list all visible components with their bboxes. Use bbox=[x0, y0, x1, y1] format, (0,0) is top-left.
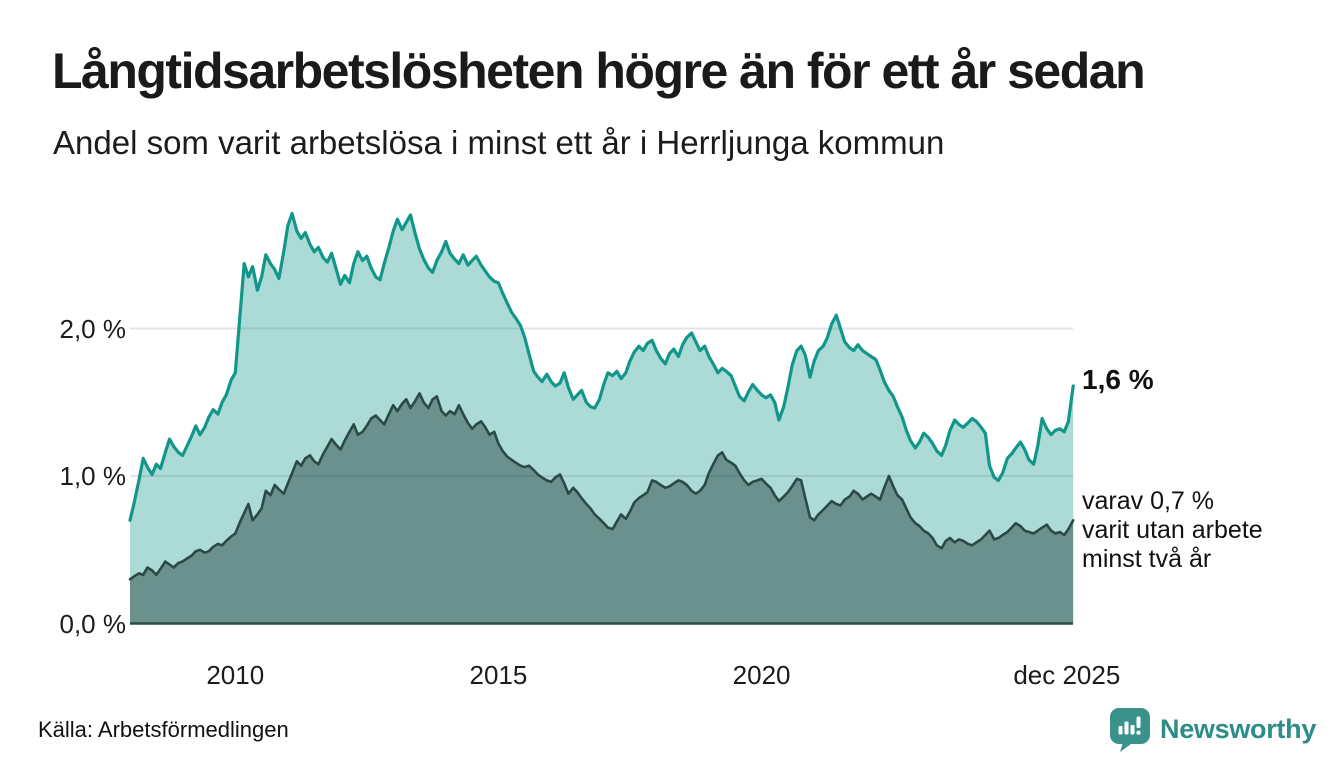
y-axis-tick-0: 0,0 % bbox=[59, 608, 127, 639]
end-value-label-2yr: varav 0,7 % varit utan arbete minst två … bbox=[1082, 487, 1263, 574]
source-note: Källa: Arbetsförmedlingen bbox=[38, 717, 289, 742]
x-axis-tick-dec-2025: dec 2025 bbox=[1013, 660, 1121, 690]
page-title: Långtidsarbetslösheten högre än för ett … bbox=[52, 43, 1146, 99]
speech-bubble-shape bbox=[1110, 708, 1150, 752]
x-axis-tick-2015: 2015 bbox=[469, 660, 528, 690]
newsworthy-bubble-chart-icon bbox=[1108, 706, 1152, 753]
end-value-label-1yr: 1,6 % bbox=[1082, 364, 1154, 395]
end-value-label-2yr-line3: minst två år bbox=[1082, 545, 1212, 573]
end-value-label-2yr-line1: varav 0,7 % bbox=[1082, 487, 1215, 515]
end-value-label-2yr-line2: varit utan arbete bbox=[1082, 516, 1263, 544]
page-subtitle: Andel som varit arbetslösa i minst ett å… bbox=[53, 124, 945, 161]
x-axis-tick-2010: 2010 bbox=[206, 660, 265, 690]
y-axis-tick-1: 1,0 % bbox=[59, 461, 127, 491]
newsworthy-wordmark: Newsworthy bbox=[1160, 714, 1317, 744]
x-axis-tick-2020: 2020 bbox=[732, 660, 791, 690]
y-axis-tick-2: 2,0 % bbox=[59, 313, 127, 344]
newsworthy-logo: Newsworthy bbox=[1108, 706, 1316, 753]
